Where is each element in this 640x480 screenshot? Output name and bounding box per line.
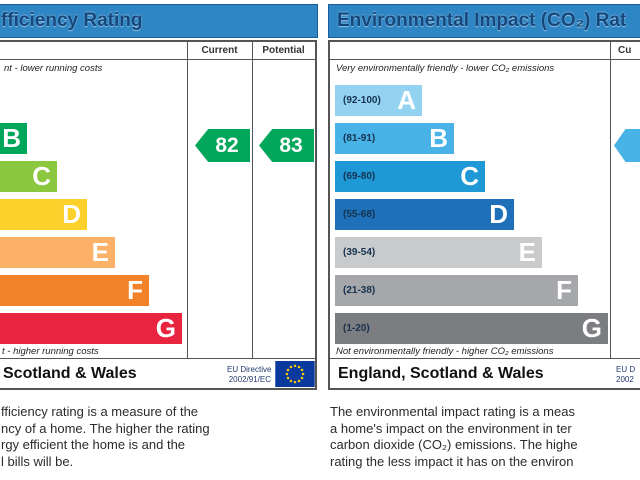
description-line: a home's impact on the environment in te…: [330, 420, 572, 436]
band-letter: B: [2, 123, 21, 153]
potential-column-header: Potential: [262, 45, 305, 56]
band-range: (21-38): [343, 285, 376, 296]
band-c: (69-80) C: [335, 161, 485, 192]
band-a: (92-100) A: [335, 85, 422, 116]
band-letter: C: [32, 161, 51, 191]
eu-directive-label: EU D 2002: [616, 365, 636, 384]
band-letter: C: [460, 161, 479, 191]
band-g: G: [0, 313, 182, 344]
footer-bar: Scotland & Wales EU Directive 2002/91/EC: [0, 358, 315, 388]
description-line: The environmental impact rating is a mea…: [330, 404, 575, 419]
band-e: (39-54) E: [335, 237, 542, 268]
friendly-note: Very environmentally friendly - lower CO…: [336, 63, 555, 74]
band-range: (55-68): [343, 209, 376, 220]
energy-efficiency-chart: Current Potential nt - lower running cos…: [0, 40, 317, 390]
band-letter: D: [62, 199, 81, 229]
description-line: rating the less impact it has on the env…: [330, 453, 574, 469]
header-divider: [330, 59, 640, 60]
band-b: (81-91) B: [335, 123, 454, 154]
band-letter: G: [155, 313, 176, 343]
band-range: (39-54): [343, 247, 376, 258]
environmental-impact-chart: Cu Very environmentally friendly - lower…: [328, 40, 640, 390]
energy-efficiency-title-bar: fficiency Rating: [0, 4, 318, 38]
eu-flag-icon: [275, 361, 315, 388]
efficient-note: nt - lower running costs: [4, 63, 103, 74]
environmental-impact-title: Environmental Impact (CO₂) Rat: [337, 10, 627, 31]
header-divider: [0, 59, 315, 60]
potential-rating-arrow: 83: [259, 129, 314, 162]
band-letter: G: [581, 313, 602, 343]
band-f: (21-38) F: [335, 275, 578, 306]
description-line: rgy efficient the home is and the: [1, 437, 186, 452]
eu-directive-label: EU Directive 2002/91/EC: [227, 365, 272, 384]
band-letter: B: [429, 123, 448, 153]
potential-rating-value: 83: [279, 134, 303, 157]
band-letter: A: [397, 85, 416, 115]
not-friendly-note: Not environmentally friendly - higher CO…: [336, 346, 554, 357]
description-line: ncy of a home. The higher the rating: [1, 420, 210, 436]
band-letter: F: [556, 275, 572, 305]
band-d: D: [0, 199, 87, 230]
environmental-impact-title-bar: Environmental Impact (CO₂) Rat: [328, 4, 640, 38]
environmental-impact-description: The environmental impact rating is a mea…: [330, 404, 578, 470]
region-label: England, Scotland & Wales: [338, 365, 544, 382]
band-b: B: [0, 123, 27, 154]
band-d: (55-68) D: [335, 199, 514, 230]
column-divider: [252, 42, 253, 358]
description-line: carbon dioxide (CO₂) emissions. The high…: [330, 437, 578, 452]
current-rating-arrow: [614, 129, 640, 162]
band-e: E: [0, 237, 115, 268]
band-f: F: [0, 275, 149, 306]
band-letter: F: [127, 275, 143, 305]
band-letter: E: [518, 237, 536, 267]
not-efficient-note: t - higher running costs: [2, 346, 99, 357]
band-range: (92-100): [343, 95, 381, 106]
band-letter: D: [489, 199, 508, 229]
band-g: (1-20) G: [335, 313, 608, 344]
column-divider: [610, 42, 611, 358]
current-column-header: Cu: [618, 45, 632, 56]
energy-efficiency-description: fficiency rating is a measure of the ncy…: [1, 404, 210, 470]
band-range: (81-91): [343, 133, 376, 144]
band-c: C: [0, 161, 57, 192]
region-label: Scotland & Wales: [3, 365, 137, 382]
footer-bar: England, Scotland & Wales EU D 2002: [330, 358, 640, 388]
description-line: fficiency rating is a measure of the: [1, 404, 199, 419]
current-rating-arrow: 82: [195, 129, 250, 162]
energy-efficiency-title: fficiency Rating: [1, 10, 143, 31]
current-rating-value: 82: [215, 134, 239, 157]
band-range: (69-80): [343, 171, 376, 182]
band-letter: E: [91, 237, 109, 267]
description-line: l bills will be.: [1, 453, 74, 469]
column-divider: [187, 42, 188, 358]
band-range: (1-20): [343, 323, 370, 334]
current-column-header: Current: [201, 45, 238, 56]
